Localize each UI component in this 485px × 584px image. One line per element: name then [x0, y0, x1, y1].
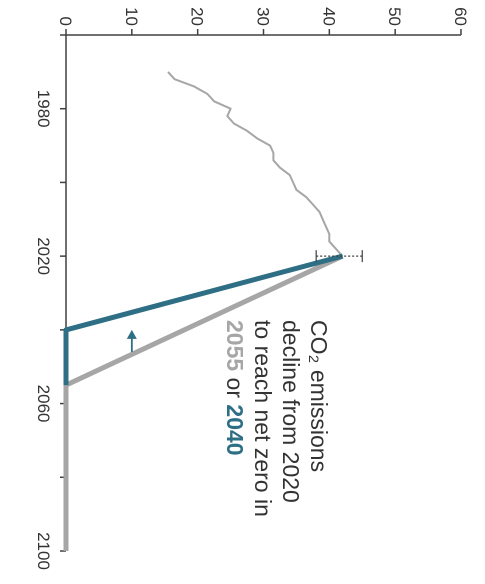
x-tick-label: 1980: [34, 90, 53, 128]
annotation-text: CO₂ emissions decline from 2020 to reach…: [222, 320, 332, 523]
series-line-historical: [167, 71, 344, 257]
y-tick-label: 40: [319, 7, 338, 26]
series-line-path-2040: [63, 253, 344, 386]
y-tick-label: 0: [56, 17, 75, 26]
y-tick-label: 10: [122, 7, 141, 26]
x-tick-label: 2060: [34, 385, 53, 423]
annotation-line-2: decline from 2020: [278, 320, 304, 503]
x-tick-label: 2020: [34, 237, 53, 275]
annotation-line-1: CO₂ emissions: [306, 320, 332, 472]
annotation-layer: CO₂ emissions decline from 2020 to reach…: [222, 320, 332, 523]
x-tick-label: 2100: [34, 532, 53, 570]
annotation-year-2055: 2055: [222, 320, 248, 371]
y-tick-label: 60: [451, 7, 470, 26]
annotation-connector: or: [222, 371, 248, 404]
y-tick-label: 50: [385, 7, 404, 26]
annotation-line-3: to reach net zero in: [250, 320, 276, 517]
y-tick-label: 30: [254, 7, 273, 26]
annotation-year-2040: 2040: [222, 404, 248, 455]
axes-layer: 0 10 20 30 40 50 60 1980 2020 2060 2100: [34, 7, 470, 570]
y-tick-label: 20: [188, 7, 207, 26]
series-layer: [63, 71, 363, 551]
shift-arrow-head: [126, 329, 137, 339]
